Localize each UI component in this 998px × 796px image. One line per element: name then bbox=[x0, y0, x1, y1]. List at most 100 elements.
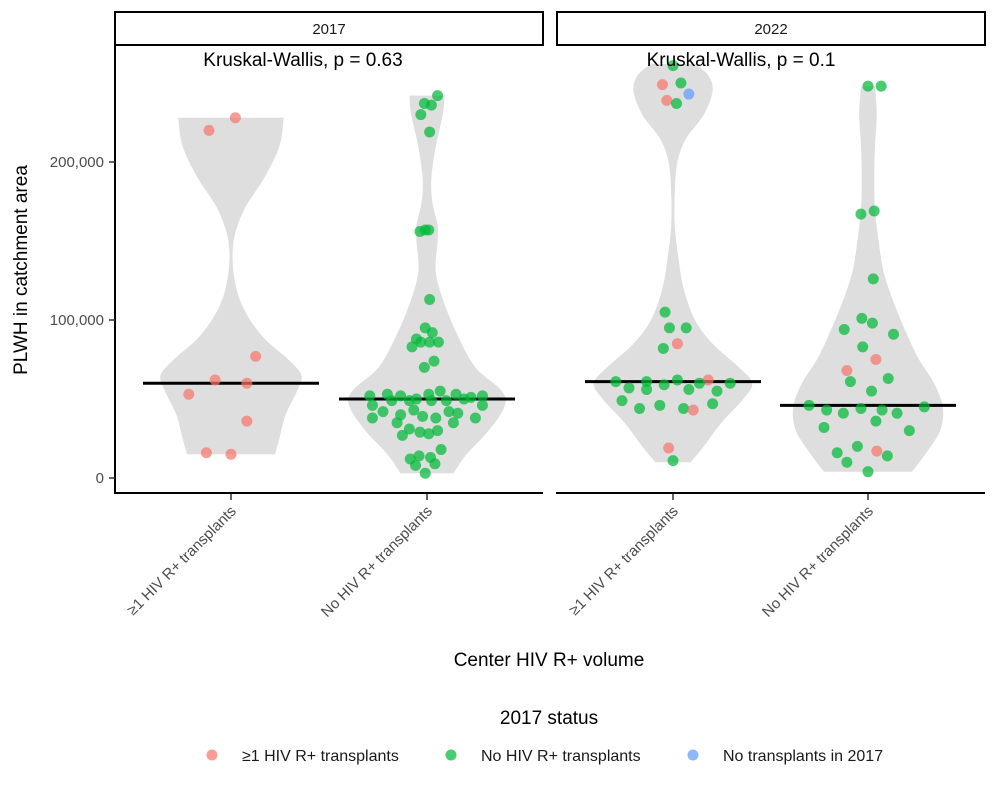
data-point bbox=[415, 336, 427, 348]
data-point bbox=[659, 306, 671, 318]
data-point bbox=[425, 395, 437, 407]
data-point bbox=[707, 398, 719, 410]
data-point bbox=[680, 322, 692, 334]
data-point bbox=[209, 374, 221, 386]
data-point bbox=[391, 417, 403, 429]
data-point bbox=[711, 385, 723, 397]
x-tick-label: No HIV R+ transplants bbox=[318, 503, 436, 621]
data-point bbox=[410, 459, 422, 471]
data-point bbox=[870, 354, 882, 365]
data-point bbox=[425, 99, 437, 111]
data-point bbox=[419, 467, 431, 479]
data-point bbox=[634, 402, 646, 414]
data-point bbox=[851, 440, 863, 452]
legend-key-dot bbox=[445, 749, 457, 761]
data-point bbox=[616, 395, 628, 407]
data-point bbox=[661, 94, 673, 106]
data-point bbox=[724, 377, 736, 389]
data-point bbox=[458, 393, 470, 405]
data-point bbox=[203, 124, 215, 136]
legend-label: No transplants in 2017 bbox=[723, 748, 883, 765]
data-point bbox=[821, 404, 833, 416]
data-point bbox=[435, 444, 447, 456]
data-point bbox=[641, 376, 653, 388]
data-point bbox=[678, 402, 690, 414]
data-point bbox=[687, 404, 699, 416]
data-point bbox=[867, 273, 879, 285]
data-point bbox=[364, 390, 376, 402]
data-point bbox=[663, 442, 675, 454]
data-point bbox=[803, 399, 815, 411]
facet-strip-2022: 2022 bbox=[556, 11, 986, 46]
data-point bbox=[663, 322, 675, 334]
data-point bbox=[875, 80, 887, 92]
data-point bbox=[881, 450, 893, 462]
data-point bbox=[366, 412, 378, 424]
data-point bbox=[855, 402, 867, 414]
data-point bbox=[866, 317, 878, 329]
data-point bbox=[844, 376, 856, 388]
violin-ge1-2022 bbox=[593, 64, 753, 463]
data-point bbox=[667, 60, 679, 72]
legend-item-none: No transplants in 2017 bbox=[687, 748, 883, 765]
data-point bbox=[429, 458, 441, 470]
data-point bbox=[377, 406, 389, 418]
legend-key-dot bbox=[687, 749, 699, 761]
data-point bbox=[862, 80, 874, 92]
data-point bbox=[671, 374, 683, 386]
data-point bbox=[241, 415, 253, 427]
data-point bbox=[423, 224, 435, 236]
data-point bbox=[891, 407, 903, 419]
data-point bbox=[656, 79, 668, 91]
violin-ge1-2017 bbox=[160, 117, 302, 455]
data-point bbox=[856, 312, 868, 324]
legend-item-no: No HIV R+ transplants bbox=[445, 748, 641, 765]
data-point bbox=[241, 377, 253, 389]
x-tick-label: ≥1 HIV R+ transplants bbox=[124, 503, 240, 619]
legend-label: ≥1 HIV R+ transplants bbox=[242, 748, 399, 765]
data-point bbox=[418, 361, 430, 373]
kruskal-wallis-label-2017: Kruskal-Wallis, p = 0.63 bbox=[203, 50, 402, 71]
data-point bbox=[868, 205, 880, 217]
data-point bbox=[403, 395, 415, 407]
data-point bbox=[424, 336, 436, 348]
data-point bbox=[654, 399, 666, 411]
data-point bbox=[476, 390, 488, 402]
data-point bbox=[443, 406, 455, 418]
data-point bbox=[693, 377, 705, 389]
data-point bbox=[683, 384, 695, 396]
legend-title: 2017 status bbox=[500, 708, 598, 729]
data-point bbox=[424, 293, 436, 305]
data-point bbox=[610, 376, 622, 388]
data-point bbox=[675, 77, 687, 89]
data-point bbox=[855, 208, 867, 220]
data-point bbox=[414, 426, 426, 438]
data-point bbox=[671, 338, 683, 350]
y-tick-label: 0 bbox=[96, 470, 104, 487]
strip-label-2022: 2022 bbox=[754, 21, 787, 38]
data-point bbox=[888, 328, 900, 340]
data-point bbox=[702, 374, 714, 386]
data-point bbox=[641, 384, 653, 396]
kruskal-wallis-label-2022: Kruskal-Wallis, p = 0.1 bbox=[647, 50, 836, 71]
data-point bbox=[403, 423, 415, 435]
data-point bbox=[440, 395, 452, 407]
x-axis-title: Center HIV R+ volume bbox=[454, 650, 645, 671]
data-point bbox=[225, 448, 237, 460]
data-point bbox=[415, 109, 427, 121]
data-point bbox=[432, 336, 444, 348]
data-point bbox=[671, 98, 683, 110]
data-point bbox=[838, 323, 850, 335]
data-point bbox=[623, 382, 635, 394]
strip-label-2017: 2017 bbox=[312, 21, 345, 38]
data-point bbox=[395, 390, 407, 402]
data-point bbox=[658, 379, 670, 391]
data-point bbox=[870, 415, 882, 427]
data-point bbox=[683, 88, 695, 100]
data-point bbox=[423, 428, 435, 440]
data-point bbox=[406, 341, 418, 353]
legend-key-dot bbox=[206, 749, 218, 761]
data-point bbox=[871, 445, 883, 457]
data-point bbox=[408, 404, 420, 416]
data-point bbox=[426, 327, 438, 339]
